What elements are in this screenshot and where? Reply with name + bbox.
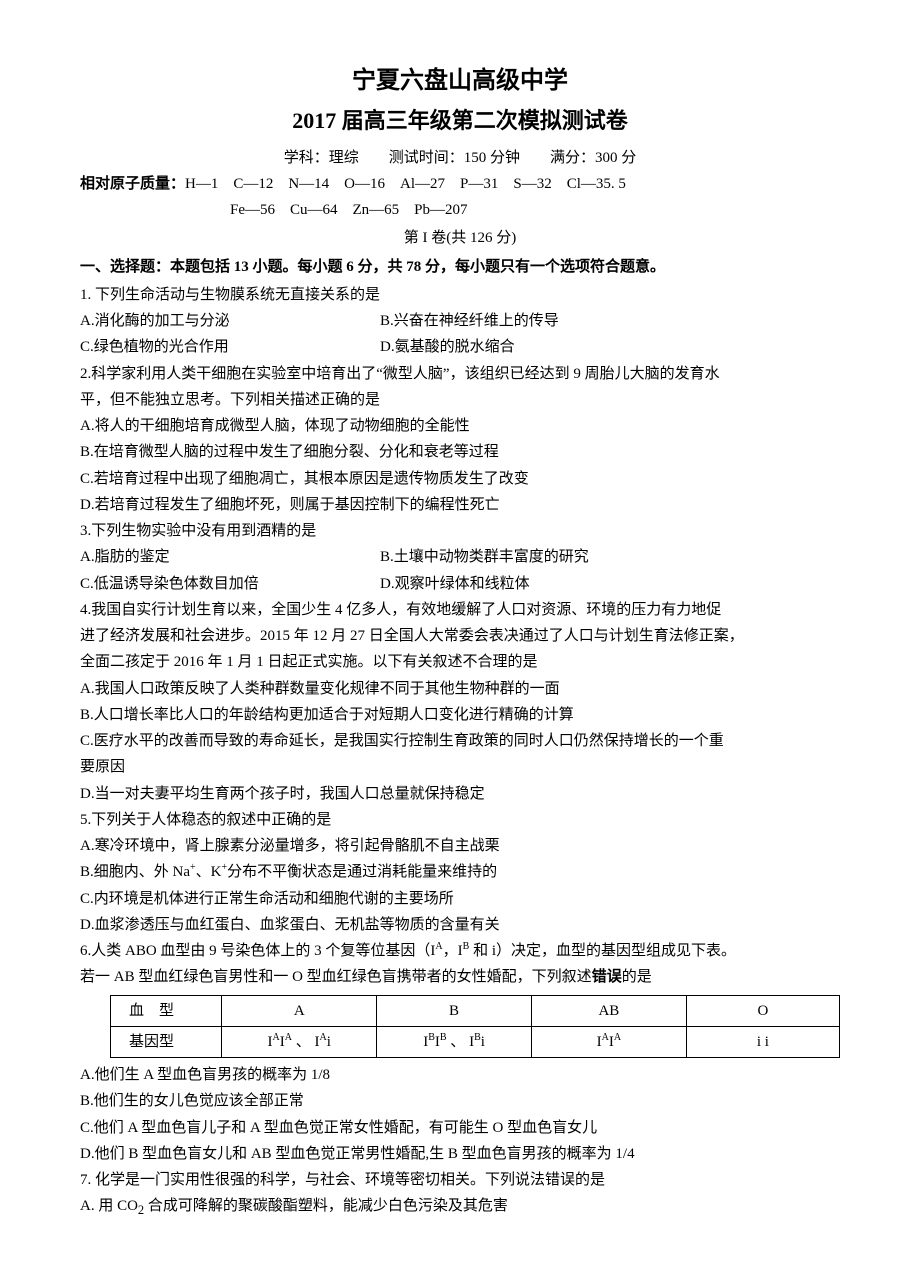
cell-geno-b: IBIB 、 IBi xyxy=(377,1026,532,1057)
q3-options-row-2: C.低温诱导染色体数目加倍 D.观察叶绿体和线粒体 xyxy=(80,571,840,597)
q5-b-post: 分布不平衡状态是通过消耗能量来维持的 xyxy=(227,864,497,880)
q1-options-row-1: A.消化酶的加工与分泌 B.兴奋在神经纤维上的传导 xyxy=(80,308,840,334)
cell-type-label: 血 型 xyxy=(111,995,222,1026)
q5-option-a: A.寒冷环境中，肾上腺素分泌量增多，将引起骨骼肌不自主战栗 xyxy=(80,833,840,859)
q3-option-b: B.土壤中动物类群丰富度的研究 xyxy=(380,544,589,570)
q2-stem-line-1: 2.科学家利用人类干细胞在实验室中培育出了“微型人脑”，该组织已经达到 9 周胎… xyxy=(80,361,840,387)
q5-b-pre: B.细胞内、外 Na xyxy=(80,864,190,880)
q5-option-c: C.内环境是机体进行正常生命活动和细胞代谢的主要场所 xyxy=(80,886,840,912)
cell-geno-label: 基因型 xyxy=(111,1026,222,1057)
q6-option-d: D.他们 B 型血色盲女儿和 AB 型血色觉正常男性婚配,生 B 型血色盲男孩的… xyxy=(80,1141,840,1167)
q6-stem-line-1: 6.人类 ABO 血型由 9 号染色体上的 3 个复等位基因（IA，IB 和 i… xyxy=(80,938,840,964)
table-row-header: 血 型 A B AB O xyxy=(111,995,840,1026)
school-name: 宁夏六盘山高级中学 xyxy=(80,60,840,102)
q7-stem: 7. 化学是一门实用性很强的科学，与社会、环境等密切相关。下列说法错误的是 xyxy=(80,1167,840,1193)
q3-option-c: C.低温诱导染色体数目加倍 xyxy=(80,571,380,597)
q4-stem-line-2: 进了经济发展和社会进步。2015 年 12 月 27 日全国人大常委会表决通过了… xyxy=(80,623,840,649)
section-instruction: 一、选择题：本题包括 13 小题。每小题 6 分，共 78 分，每小题只有一个选… xyxy=(80,254,840,280)
cell-col-a: A xyxy=(222,995,377,1026)
atomic-mass-line-2: Fe—56 Cu—64 Zn—65 Pb—207 xyxy=(80,197,840,223)
cell-geno-ab: IAIA xyxy=(531,1026,686,1057)
q4-stem-line-1: 4.我国自实行计划生育以来，全国少生 4 亿多人，有效地缓解了人口对资源、环境的… xyxy=(80,597,840,623)
cell-geno-a: IAIA 、 IAi xyxy=(222,1026,377,1057)
q3-options-row-1: A.脂肪的鉴定 B.土壤中动物类群丰富度的研究 xyxy=(80,544,840,570)
q7-a-pre: A. 用 CO xyxy=(80,1198,138,1214)
q2-option-b: B.在培育微型人脑的过程中发生了细胞分裂、分化和衰老等过程 xyxy=(80,439,840,465)
q6-stem1-sup-a: A xyxy=(435,941,442,952)
q3-option-d: D.观察叶绿体和线粒体 xyxy=(380,571,530,597)
q3-stem: 3.下列生物实验中没有用到酒精的是 xyxy=(80,518,840,544)
q4-stem-line-3: 全面二孩定于 2016 年 1 月 1 日起正式实施。以下有关叙述不合理的是 xyxy=(80,649,840,675)
cell-col-ab: AB xyxy=(531,995,686,1026)
exam-meta: 学科：理综 测试时间：150 分钟 满分：300 分 xyxy=(80,145,840,171)
q2-stem-line-2: 平，但不能独立思考。下列相关描述正确的是 xyxy=(80,387,840,413)
cell-geno-o: i i xyxy=(686,1026,839,1057)
table-row-genotype: 基因型 IAIA 、 IAi IBIB 、 IBi IAIA i i xyxy=(111,1026,840,1057)
q5-stem: 5.下列关于人体稳态的叙述中正确的是 xyxy=(80,807,840,833)
q2-option-c: C.若培育过程中出现了细胞凋亡，其根本原因是遗传物质发生了改变 xyxy=(80,466,840,492)
q6-stem1-pre: 6.人类 ABO 血型由 9 号染色体上的 3 个复等位基因（I xyxy=(80,943,435,959)
q4-option-b: B.人口增长率比人口的年龄结构更加适合于对短期人口变化进行精确的计算 xyxy=(80,702,840,728)
q1-option-c: C.绿色植物的光合作用 xyxy=(80,334,380,360)
q5-option-b: B.细胞内、外 Na+、K+分布不平衡状态是通过消耗能量来维持的 xyxy=(80,859,840,885)
q6-stem2-post: 的是 xyxy=(622,969,652,985)
q2-option-d: D.若培育过程发生了细胞坏死，则属于基因控制下的编程性死亡 xyxy=(80,492,840,518)
q6-option-a: A.他们生 A 型血色盲男孩的概率为 1/8 xyxy=(80,1062,840,1088)
q4-option-d: D.当一对夫妻平均生育两个孩子时，我国人口总量就保持稳定 xyxy=(80,781,840,807)
q4-option-c-line-2: 要原因 xyxy=(80,754,840,780)
cell-col-b: B xyxy=(377,995,532,1026)
cell-col-o: O xyxy=(686,995,839,1026)
q7-option-a: A. 用 CO2 合成可降解的聚碳酸酯塑料，能减少白色污染及其危害 xyxy=(80,1193,840,1222)
q1-options-row-2: C.绿色植物的光合作用 D.氨基酸的脱水缩合 xyxy=(80,334,840,360)
q1-stem: 1. 下列生命活动与生物膜系统无直接关系的是 xyxy=(80,282,840,308)
q6-option-b: B.他们生的女儿色觉应该全部正常 xyxy=(80,1088,840,1114)
q7-a-post: 合成可降解的聚碳酸酯塑料，能减少白色污染及其危害 xyxy=(144,1198,508,1214)
q1-option-d: D.氨基酸的脱水缩合 xyxy=(380,334,515,360)
atomic-mass-line-1: 相对原子质量：H—1 C—12 N—14 O—16 Al—27 P—31 S—3… xyxy=(80,171,840,197)
q4-option-c-line-1: C.医疗水平的改善而导致的寿命延长，是我国实行控制生育政策的同时人口仍然保持增长… xyxy=(80,728,840,754)
q4-option-a: A.我国人口政策反映了人类种群数量变化规律不同于其他生物种群的一面 xyxy=(80,676,840,702)
exam-title: 2017 届高三年级第二次模拟测试卷 xyxy=(80,102,840,141)
q3-option-a: A.脂肪的鉴定 xyxy=(80,544,380,570)
q6-blood-type-table: 血 型 A B AB O 基因型 IAIA 、 IAi IBIB 、 IBi I… xyxy=(110,995,840,1059)
q6-stem1-post: 和 i）决定，血型的基因型组成见下表。 xyxy=(469,943,736,959)
q6-stem1-mid: ，I xyxy=(443,943,463,959)
q5-b-mid: 、K xyxy=(196,864,222,880)
q1-option-a: A.消化酶的加工与分泌 xyxy=(80,308,380,334)
q5-option-d: D.血浆渗透压与血红蛋白、血浆蛋白、无机盐等物质的含量有关 xyxy=(80,912,840,938)
q6-option-c: C.他们 A 型血色盲儿子和 A 型血色觉正常女性婚配，有可能生 O 型血色盲女… xyxy=(80,1115,840,1141)
q6-stem2-bold: 错误 xyxy=(592,969,622,985)
q1-option-b: B.兴奋在神经纤维上的传导 xyxy=(380,308,559,334)
q6-stem-line-2: 若一 AB 型血红绿色盲男性和一 O 型血红绿色盲携带者的女性婚配，下列叙述错误… xyxy=(80,964,840,990)
atomic-mass-label: 相对原子质量： xyxy=(80,176,185,192)
q2-option-a: A.将人的干细胞培育成微型人脑，体现了动物细胞的全能性 xyxy=(80,413,840,439)
q6-stem2-pre: 若一 AB 型血红绿色盲男性和一 O 型血红绿色盲携带者的女性婚配，下列叙述 xyxy=(80,969,592,985)
atomic-mass-values-1: H—1 C—12 N—14 O—16 Al—27 P—31 S—32 Cl—35… xyxy=(185,176,626,192)
section-header: 第 I 卷(共 126 分) xyxy=(80,225,840,251)
